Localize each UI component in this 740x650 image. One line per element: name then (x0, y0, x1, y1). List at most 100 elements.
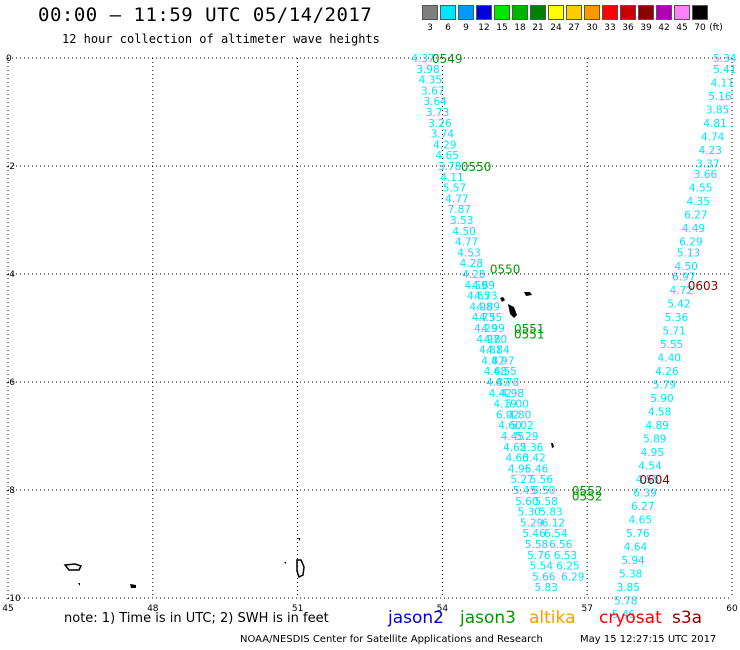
swh-value: 4.35 (687, 196, 710, 208)
swh-value: 4.77 (455, 237, 478, 249)
swh-value: 5.71 (662, 326, 685, 338)
swh-value: 4.49 (682, 223, 705, 235)
satellite-legend-s3a: s3a (672, 608, 703, 628)
swh-value: 6.27 (684, 210, 707, 222)
generation-timestamp: May 15 12:27:15 UTC 2017 (580, 634, 717, 645)
swh-value: 5.13 (677, 247, 700, 259)
swh-value: 4.89 (477, 301, 500, 313)
x-tick-label: 51 (292, 604, 303, 614)
colorbar-swatch (566, 5, 582, 20)
swh-value: 5.02 (510, 420, 533, 432)
swh-value: 4.40 (658, 353, 681, 365)
colorbar-swatch (638, 5, 654, 20)
y-tick-label: 0 (6, 54, 12, 64)
swh-value: 5.56 (530, 474, 554, 486)
colorbar-swatch (674, 5, 690, 20)
pass-time-label: 0552 (572, 484, 603, 498)
pass-time-label: 0549 (432, 52, 463, 66)
colorbar-swatch (602, 5, 618, 20)
colorbar-label: 36 (622, 23, 634, 33)
swh-value: 5.50 (532, 485, 555, 497)
x-tick-label: 45 (2, 604, 13, 614)
colorbar-swatch (530, 5, 546, 20)
swh-value: 4.28 (462, 269, 485, 281)
swh-value: 5.46 (525, 463, 549, 475)
swh-value: 4.87 (486, 377, 509, 389)
island-2 (524, 292, 532, 296)
x-tick-label: 54 (437, 604, 449, 614)
swh-value: 4.89 (645, 420, 668, 432)
swh-value: 4.73 (474, 291, 497, 303)
swh-value: 4.58 (648, 407, 671, 419)
grid-lines (7, 57, 733, 599)
swh-value: 3.26 (428, 118, 452, 130)
island-9 (130, 584, 136, 588)
island-3 (508, 304, 517, 318)
swh-value: 6.39 (633, 488, 656, 500)
swh-value: 4.26 (655, 366, 679, 378)
colorbar-label: 18 (514, 23, 526, 33)
island-10 (284, 562, 286, 564)
swh-value: 5.29 (515, 431, 538, 443)
swh-value: 5.78 (614, 596, 637, 608)
swh-value: 5.60 (515, 496, 538, 508)
swh-value: 5.94 (621, 555, 645, 567)
swh-value: 5.89 (643, 434, 666, 446)
swh-value: 5.36 (665, 312, 689, 324)
pass-time-label: 0551 (514, 322, 545, 336)
swh-value: 4.87 (481, 355, 504, 367)
swh-value: 3.66 (694, 169, 718, 181)
swh-value: 4.77 (445, 193, 468, 205)
swh-value: 3.37 (696, 158, 719, 170)
swh-value: 4.50 (674, 261, 697, 273)
swh-value: 4.78 (496, 377, 519, 389)
swh-value: 5.16 (708, 91, 732, 103)
x-tick-label: 57 (581, 604, 592, 614)
colorbar-label: 30 (586, 23, 598, 33)
chart-title: 00:00 – 11:59 UTC 05/14/2017 (38, 4, 373, 26)
swh-value: 5.29 (520, 517, 543, 529)
axis-ticks: 45 48 51 54 57 60 0 -2 -4 -6 -8 -10 (2, 54, 738, 614)
swh-value: 4.65 (467, 291, 490, 303)
swh-value: 5.83 (539, 507, 562, 519)
swh-value: 4.84 (486, 345, 510, 357)
colorbar-label: 45 (676, 23, 688, 33)
swh-value: 4.50 (452, 226, 475, 238)
island-8 (78, 583, 80, 586)
swh-value: 5.57 (443, 183, 466, 195)
swh-value: 4.99 (481, 323, 504, 335)
swh-value: 6.27 (631, 501, 654, 513)
swh-value: 4.74 (701, 131, 725, 143)
swh-value: 5.38 (619, 569, 642, 581)
y-tick-label: -2 (6, 162, 15, 172)
y-tick-label: -4 (6, 270, 15, 280)
colorbar-swatch (548, 5, 564, 20)
swh-value: 4.29 (474, 323, 497, 335)
colorbar-label: 39 (640, 23, 652, 33)
colorbar-label: 27 (568, 23, 580, 33)
colorbar-swatch (440, 5, 456, 20)
swh-value: 4.96 (508, 463, 532, 475)
colorbar-label: 12 (478, 23, 490, 33)
swh-value: 3.67 (421, 85, 444, 97)
swh-value: 5.79 (653, 380, 676, 392)
swh-value: 6.12 (542, 517, 565, 529)
colorbar-label: 70 (694, 23, 706, 33)
x-tick-label: 48 (147, 604, 159, 614)
swh-value: 6.29 (679, 237, 702, 249)
swh-value: 4.65 (629, 515, 652, 527)
swh-value: 4.29 (433, 139, 456, 151)
swh-value: 3.74 (431, 129, 455, 141)
swh-value: 4.37 (411, 53, 434, 65)
colorbar-unit: (ft) (709, 23, 723, 33)
swh-value: 4.55 (479, 312, 502, 324)
island-5 (296, 559, 305, 579)
swh-value: 5.90 (650, 393, 673, 405)
swh-value: 4.54 (638, 461, 662, 473)
credit-text: NOAA/NESDIS Center for Satellite Applica… (240, 634, 543, 645)
swh-value: 5.54 (530, 561, 554, 573)
colorbar-label: 6 (445, 23, 451, 33)
swh-value: 3.64 (423, 96, 447, 108)
satellite-legend-cryosat: cryosat (599, 608, 662, 628)
